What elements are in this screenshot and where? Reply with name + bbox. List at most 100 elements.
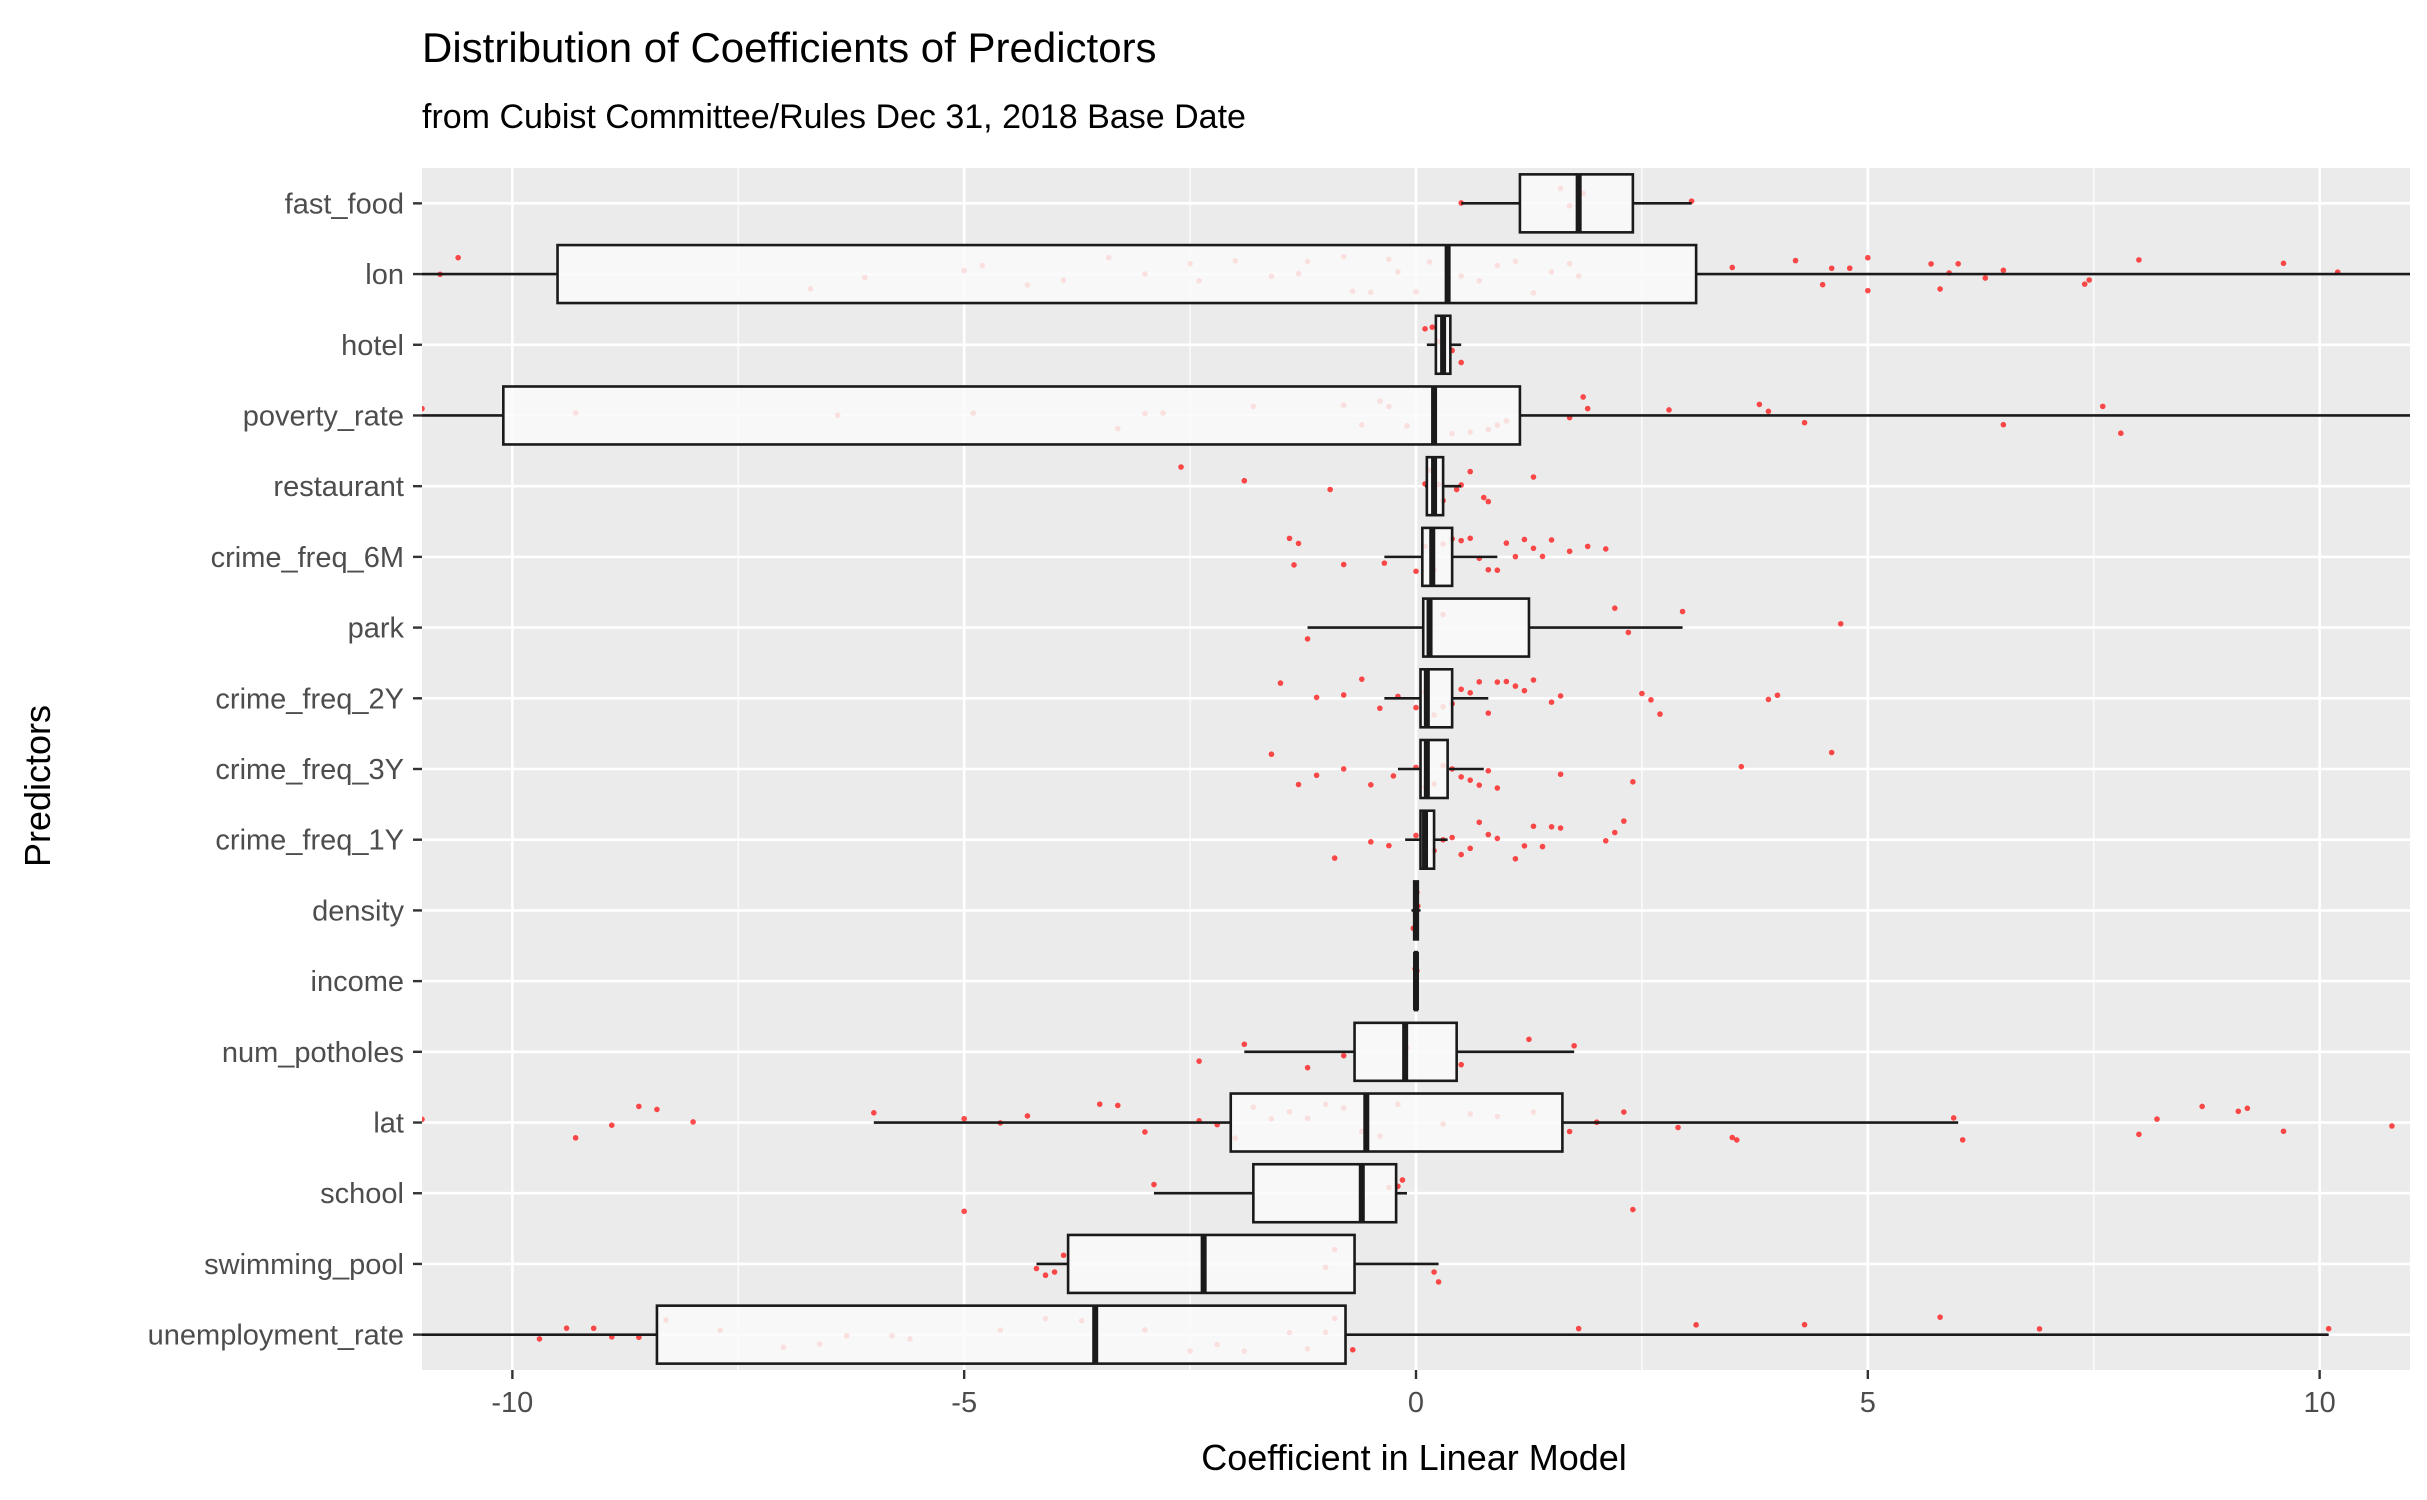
box-restaurant [1425, 455, 1462, 517]
data-point [1937, 1314, 1943, 1320]
data-point [1377, 705, 1383, 712]
data-point [1602, 546, 1609, 552]
data-point [1575, 1325, 1582, 1332]
x-tick-label: 5 [1860, 1387, 1876, 1419]
box-income [1413, 950, 1419, 1012]
data-point [1937, 286, 1943, 292]
data-point [1580, 394, 1586, 400]
box-density [1411, 880, 1421, 941]
box-unemployment_rate [422, 1304, 2329, 1365]
data-point [1494, 835, 1501, 842]
data-point [1530, 823, 1537, 830]
data-point [2081, 281, 2088, 287]
data-point [1476, 679, 1483, 685]
data-point [1277, 680, 1284, 686]
data-point [1566, 548, 1573, 555]
data-point [1349, 1346, 1356, 1353]
data-point [1539, 553, 1546, 560]
y-tick-label: num_potholes [222, 1037, 404, 1069]
y-tick-label: restaurant [273, 471, 404, 503]
data-point [871, 1110, 877, 1116]
data-point [2118, 430, 2124, 437]
data-point [1458, 359, 1464, 366]
data-point [1042, 1272, 1049, 1279]
data-point [1612, 829, 1618, 836]
data-point [1390, 773, 1397, 779]
data-point [1386, 842, 1392, 849]
data-point [1503, 540, 1510, 546]
data-point [1819, 281, 1826, 288]
x-tick-label: -5 [951, 1387, 977, 1419]
data-point [1666, 407, 1672, 413]
data-point [1458, 1061, 1464, 1068]
y-tick-label: crime_freq_2Y [215, 683, 404, 715]
data-point [1142, 1129, 1148, 1135]
data-point [1151, 1181, 1157, 1188]
data-point [1729, 1134, 1736, 1141]
data-point [1381, 560, 1388, 566]
data-point [1566, 1128, 1573, 1135]
data-point [1268, 751, 1275, 758]
data-point [1467, 777, 1474, 783]
data-point [1458, 774, 1464, 780]
y-tick-label: income [311, 966, 405, 998]
data-point [1530, 474, 1537, 480]
box-park [1307, 597, 1683, 658]
box-school [1153, 1162, 1407, 1224]
data-point [1413, 568, 1419, 575]
data-point [1467, 535, 1474, 542]
chart-subtitle: from Cubist Committee/Rules Dec 31, 2018… [422, 98, 1246, 136]
data-point [1413, 704, 1419, 711]
data-point [422, 405, 425, 412]
y-tick-label: swimming_pool [204, 1249, 404, 1281]
data-point [1648, 697, 1654, 703]
data-point [1304, 636, 1311, 642]
data-point [1453, 486, 1460, 493]
data-point [1982, 275, 1989, 281]
data-point [1431, 1269, 1437, 1275]
data-point [1241, 477, 1248, 484]
data-point [2086, 277, 2093, 283]
data-point [1480, 494, 1487, 501]
data-point [1557, 825, 1564, 831]
data-point [1521, 536, 1528, 543]
data-point [1291, 562, 1297, 568]
data-point [1584, 543, 1591, 550]
box-iqr [655, 1304, 1347, 1365]
box-crime_freq_6M [1384, 526, 1498, 588]
data-point [1485, 566, 1492, 573]
data-point [1494, 785, 1501, 791]
data-point [1792, 257, 1799, 264]
data-point [2154, 1116, 2160, 1122]
data-point [1557, 693, 1564, 699]
data-point [654, 1106, 660, 1113]
data-point [2199, 1103, 2205, 1110]
data-point [1765, 696, 1772, 703]
data-point [1449, 834, 1455, 841]
data-point [1828, 749, 1835, 756]
data-point [2036, 1326, 2043, 1332]
data-point [1178, 464, 1184, 470]
y-tick-label: crime_freq_6M [211, 542, 404, 574]
data-point [961, 1208, 967, 1215]
data-point [2235, 1108, 2242, 1115]
data-point [1368, 839, 1374, 845]
y-tick-label: fast_food [285, 188, 404, 220]
y-tick-label: poverty_rate [243, 400, 404, 432]
y-axis-title: Predictors [17, 705, 58, 867]
data-point [1521, 843, 1528, 849]
data-point [1630, 1206, 1636, 1213]
data-point [422, 1116, 425, 1123]
data-point [1846, 265, 1853, 272]
data-point [1340, 766, 1347, 772]
data-point [608, 1122, 615, 1128]
box-num_potholes [1244, 1021, 1575, 1083]
data-point [1467, 690, 1474, 696]
data-point [1512, 855, 1519, 862]
box-swimming_pool [1036, 1233, 1439, 1295]
data-point [1458, 686, 1464, 693]
box-iqr [1421, 526, 1454, 588]
data-point [1051, 1269, 1058, 1275]
